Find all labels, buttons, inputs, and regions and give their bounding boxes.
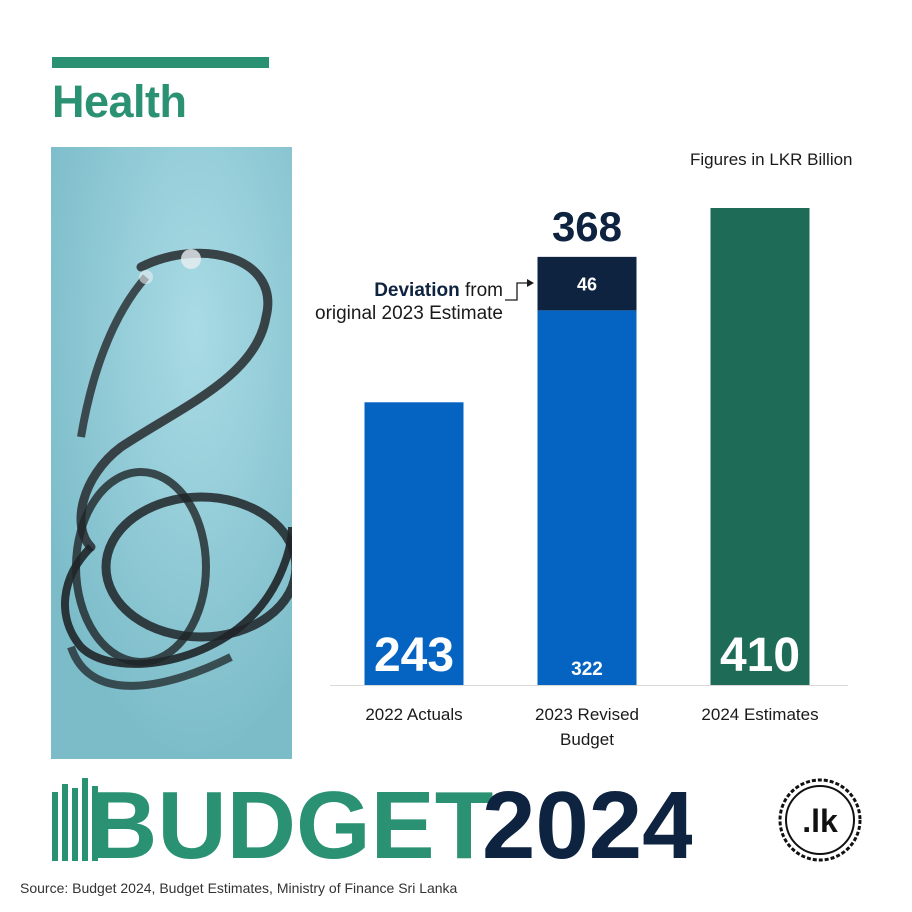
annotation-arrowhead <box>527 279 534 287</box>
brand-year: 2024 <box>482 776 692 861</box>
total-label-1: 368 <box>552 203 622 250</box>
annotation-bold: Deviation <box>374 280 460 301</box>
title-accent-bar <box>52 57 269 68</box>
category-label-1-1: Budget <box>560 730 614 749</box>
annotation-line-1: Deviation from <box>374 280 503 301</box>
source-note: Source: Budget 2024, Budget Estimates, M… <box>20 880 458 896</box>
category-label-1-0: 2023 Revised <box>535 705 639 724</box>
bar-base-1 <box>537 310 637 685</box>
bar-base-0 <box>364 402 464 685</box>
units-note: Figures in LKR Billion <box>690 150 853 169</box>
annotation-line-2: original 2023 Estimate <box>315 303 503 324</box>
bar-base-2 <box>710 208 810 685</box>
data-label-deviation-1: 46 <box>577 275 597 295</box>
annotation-rest: from <box>460 280 503 301</box>
category-label-2-0: 2024 Estimates <box>701 705 818 724</box>
category-label-0-0: 2022 Actuals <box>365 705 462 724</box>
brand-word: BUDGET <box>88 776 493 861</box>
bar-deviation-1 <box>537 256 637 311</box>
lk-seal-logo: .lk <box>778 778 862 862</box>
stethoscope-photo <box>51 147 292 759</box>
annotation-connector <box>505 282 531 301</box>
stethoscope-icon <box>51 147 292 759</box>
barcode-icon <box>52 778 98 861</box>
data-label-0: 243 <box>374 629 454 682</box>
data-label-1: 322 <box>571 659 603 680</box>
data-label-2: 410 <box>720 629 800 682</box>
seal-text: .lk <box>802 803 838 839</box>
page-title: Health <box>52 76 187 127</box>
budget-2024-logo: BUDGET 2024 <box>52 776 692 861</box>
